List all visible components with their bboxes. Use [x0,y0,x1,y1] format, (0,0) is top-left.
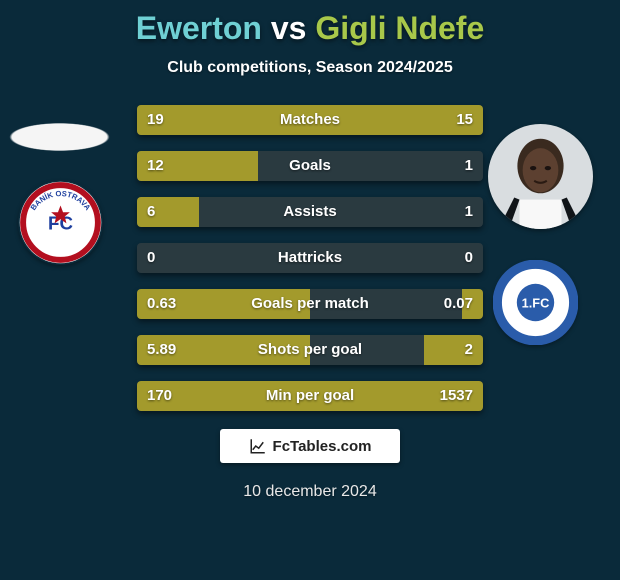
stat-label: Hattricks [137,243,483,273]
stat-label: Matches [137,105,483,135]
stat-right-value: 1537 [440,381,473,411]
page-title: Ewerton vs Gigli Ndefe [0,0,620,47]
player1-club-badge: BANÍK OSTRAVA FC [18,180,103,265]
stats-bars: 19Matches1512Goals16Assists10Hattricks00… [137,105,483,411]
chart-icon [249,437,267,455]
stat-right-value: 15 [456,105,473,135]
stat-right-value: 1 [465,151,473,181]
stat-label: Assists [137,197,483,227]
stat-label: Goals [137,151,483,181]
stat-label: Min per goal [137,381,483,411]
player2-club-badge: FOTBALOVÝ KLUB SLOVÁCKO 1.FC [493,260,578,345]
title-player2: Gigli Ndefe [315,10,484,46]
fctables-badge[interactable]: FcTables.com [220,429,400,463]
stat-label: Goals per match [137,289,483,319]
title-player1: Ewerton [136,10,262,46]
date-label: 10 december 2024 [0,483,620,501]
stat-row-goals: 12Goals1 [137,151,483,181]
stat-right-value: 1 [465,197,473,227]
svg-text:1.FC: 1.FC [522,296,550,311]
title-vs: vs [271,10,307,46]
subtitle: Club competitions, Season 2024/2025 [0,59,620,77]
stat-row-goals-per-match: 0.63Goals per match0.07 [137,289,483,319]
stat-right-value: 2 [465,335,473,365]
stat-label: Shots per goal [137,335,483,365]
stat-row-matches: 19Matches15 [137,105,483,135]
stat-right-value: 0 [465,243,473,273]
stat-row-shots-per-goal: 5.89Shots per goal2 [137,335,483,365]
stat-right-value: 0.07 [444,289,473,319]
fctables-label: FcTables.com [273,438,372,455]
player1-avatar [7,122,112,152]
stat-row-min-per-goal: 170Min per goal1537 [137,381,483,411]
stat-row-assists: 6Assists1 [137,197,483,227]
player2-avatar [488,124,593,229]
stat-row-hattricks: 0Hattricks0 [137,243,483,273]
